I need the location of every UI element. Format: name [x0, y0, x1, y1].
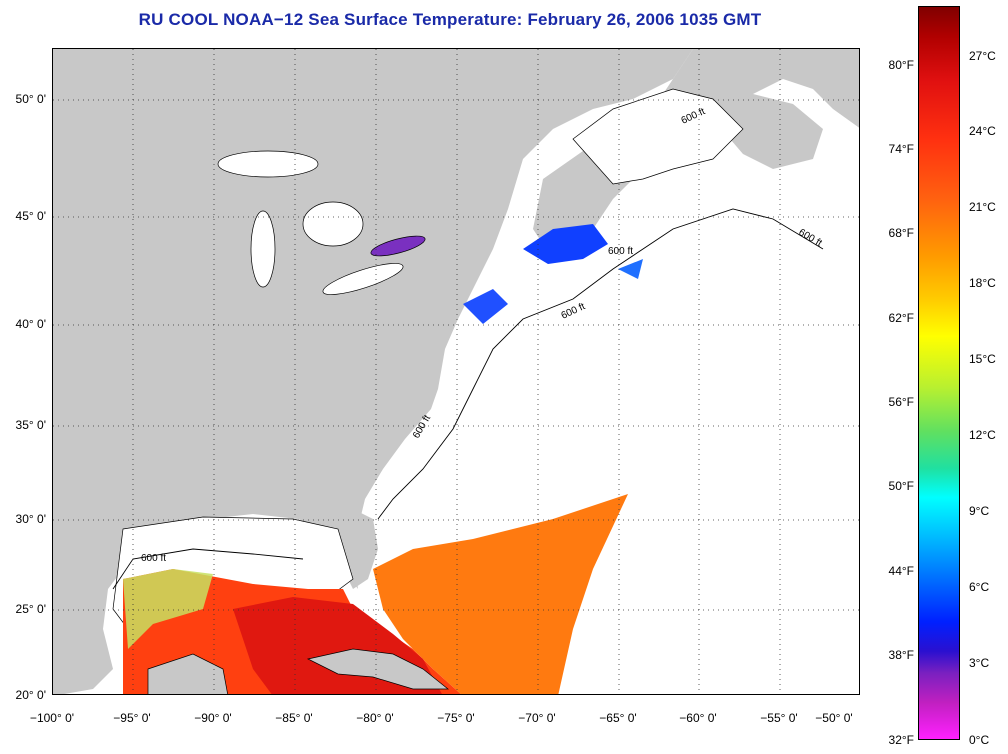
colorbar-f-label: 44°F — [888, 564, 914, 578]
lat-label: 40° 0' — [15, 317, 46, 331]
colorbar-c-label: 21°C — [969, 200, 996, 214]
colorbar-f-label: 80°F — [888, 58, 914, 72]
sst-swath-cool-edge — [123, 569, 213, 649]
colorbar-f-label: 56°F — [888, 395, 914, 409]
contour-600ft — [377, 208, 824, 520]
lon-label: −100° 0' — [29, 711, 75, 725]
colorbar-f-label: 62°F — [888, 311, 914, 325]
colorbar-f-label: 68°F — [888, 226, 914, 240]
colorbar-f-label: 38°F — [888, 648, 914, 662]
colorbar-c-label: 0°C — [969, 733, 990, 747]
lat-label: 30° 0' — [15, 512, 46, 526]
colorbar-c-label: 9°C — [969, 504, 990, 518]
lon-label: −50° 0' — [815, 711, 853, 725]
lon-label: −85° 0' — [275, 711, 313, 725]
land-newfoundland — [713, 94, 823, 169]
lake-michigan — [250, 210, 276, 288]
colorbar-f-label: 50°F — [888, 479, 914, 493]
colorbar-c-label: 24°C — [969, 124, 996, 138]
contour-label: 600 ft — [608, 246, 633, 257]
lon-label: −80° 0' — [356, 711, 394, 725]
lon-label: −95° 0' — [113, 711, 151, 725]
contour-label: 600 ft — [560, 301, 588, 322]
lake-superior — [217, 150, 319, 178]
land-cuba — [306, 648, 449, 690]
lon-label: −65° 0' — [599, 711, 637, 725]
sst-cold-nj — [463, 289, 508, 324]
lat-label: 20° 0' — [15, 688, 46, 702]
colorbar-c-label: 18°C — [969, 276, 996, 290]
colorbar-f-label: 74°F — [888, 142, 914, 156]
land-mass — [53, 49, 693, 694]
sst-map: 600 ft 600 ft 600 ft 600 ft 600 ft 600 f… — [52, 48, 860, 695]
lat-label: 45° 0' — [15, 209, 46, 223]
lake-ontario — [370, 235, 426, 257]
lat-label: 35° 0' — [15, 418, 46, 432]
colorbar-c-label: 12°C — [969, 428, 996, 442]
colorbar-c-label: 6°C — [969, 580, 990, 594]
lon-label: −70° 0' — [518, 711, 556, 725]
lat-label: 50° 0' — [15, 92, 46, 106]
lake-erie — [322, 263, 404, 295]
sst-cold-gulf-maine — [523, 224, 608, 264]
map-title: RU COOL NOAA−12 Sea Surface Temperature:… — [138, 10, 762, 29]
land-yucatan — [147, 653, 228, 694]
lat-label: 25° 0' — [15, 602, 46, 616]
contour-600ft-gulf — [112, 548, 304, 590]
sst-cold-scotian — [618, 259, 643, 279]
colorbar-c-label: 27°C — [969, 49, 996, 63]
contour-label: 600 ft — [141, 553, 166, 564]
lake-huron — [302, 201, 364, 247]
contour-label: 600 ft — [797, 227, 824, 249]
lon-label: −60° 0' — [679, 711, 717, 725]
lon-label: −75° 0' — [437, 711, 475, 725]
gulf-st-lawrence — [572, 88, 744, 185]
temperature-colorbar — [918, 6, 960, 740]
map-canvas: 600 ft 600 ft 600 ft 600 ft 600 ft 600 f… — [53, 49, 859, 694]
sst-swath-atlantic — [373, 494, 628, 694]
lon-label: −55° 0' — [760, 711, 798, 725]
colorbar-c-label: 3°C — [969, 656, 990, 670]
lon-label: −90° 0' — [194, 711, 232, 725]
colorbar-c-label: 15°C — [969, 352, 996, 366]
colorbar-f-label: 32°F — [888, 733, 914, 747]
